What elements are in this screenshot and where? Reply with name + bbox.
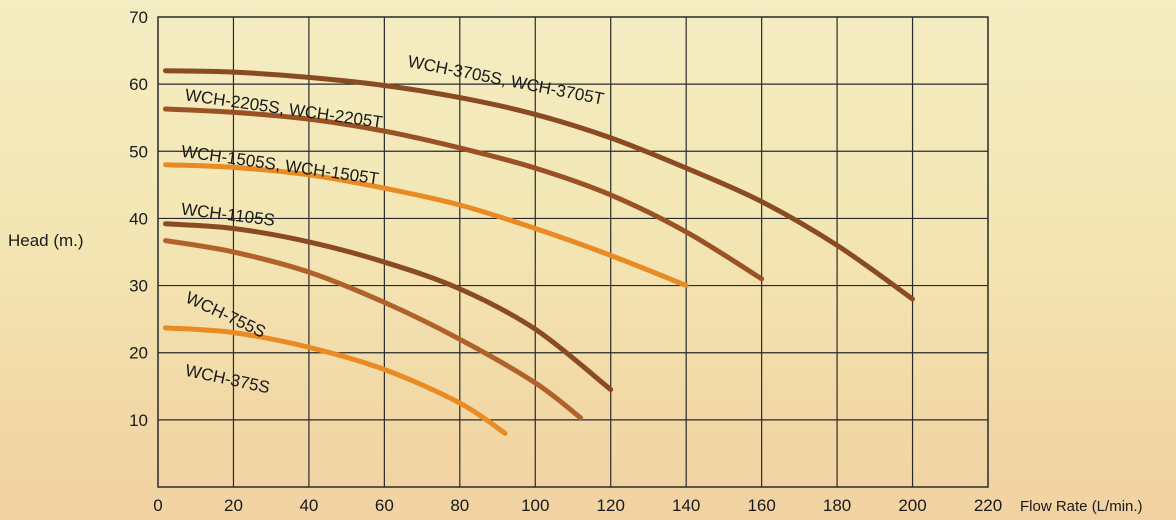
y-axis-label: Head (m.) (8, 231, 84, 250)
y-tick-label: 20 (129, 344, 148, 363)
x-tick-label: 20 (224, 496, 243, 515)
x-tick-label: 60 (375, 496, 394, 515)
x-tick-label: 220 (974, 496, 1002, 515)
plot-frame (157, 16, 989, 488)
y-tick-label: 70 (129, 8, 148, 27)
series-line (163, 221, 614, 393)
x-tick-label: 80 (450, 496, 469, 515)
x-tick-label: 200 (898, 496, 926, 515)
x-tick-labels: 0 20 40 60 80 100 120 140 160 180 200 220 (153, 496, 1002, 515)
y-tick-labels: 10 20 30 40 50 60 70 (129, 8, 148, 430)
x-tick-label: 180 (823, 496, 851, 515)
series-line (163, 162, 689, 289)
series-label: WCH-375S (184, 361, 272, 397)
x-tick-label: 100 (521, 496, 549, 515)
y-tick-label: 30 (129, 277, 148, 296)
x-axis-label: Flow Rate (L/min.) (1020, 498, 1143, 515)
series-line (163, 68, 915, 302)
series-line (163, 106, 765, 282)
x-tick-label: 0 (153, 496, 162, 515)
series-line (163, 325, 508, 436)
grid-lines (157, 16, 989, 488)
series-line (163, 238, 583, 421)
x-tick-label: 40 (299, 496, 318, 515)
y-tick-label: 50 (129, 142, 148, 161)
y-tick-label: 40 (129, 209, 148, 228)
x-tick-label: 160 (747, 496, 775, 515)
series-label: WCH-3705S, WCH-3705T (406, 52, 605, 109)
x-tick-label: 140 (672, 496, 700, 515)
x-tick-label: 120 (597, 496, 625, 515)
performance-curves (163, 68, 915, 436)
y-tick-label: 60 (129, 75, 148, 94)
y-tick-label: 10 (129, 411, 148, 430)
